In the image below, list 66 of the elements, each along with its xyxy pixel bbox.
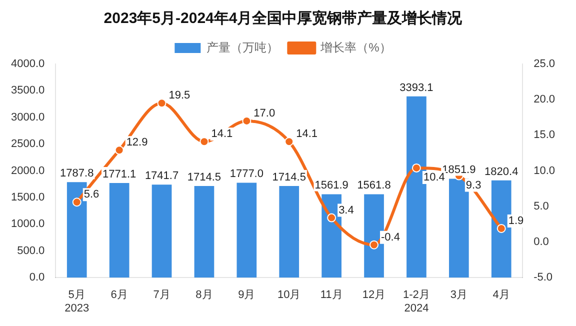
- data-label: 1714.5: [272, 172, 306, 184]
- x-tick-label: 1-2月 2024: [403, 289, 430, 314]
- bar: [279, 186, 300, 278]
- data-label: 14.1: [211, 128, 233, 140]
- data-label: -0.4: [381, 231, 400, 244]
- data-label: 12.9: [126, 136, 148, 149]
- bar: [194, 186, 214, 278]
- y-tick-label: 0.0: [29, 272, 45, 284]
- y2-tick-label: 10.0: [534, 164, 556, 177]
- data-label: 1561.9: [314, 180, 348, 192]
- x-tick-label: 9月: [238, 289, 256, 302]
- y-tick-label: 500.0: [17, 244, 45, 257]
- point: [157, 98, 166, 108]
- x-tick-label: 3月: [450, 289, 468, 302]
- data-label: 5.6: [84, 188, 100, 201]
- y2-tick-label: 25.0: [534, 58, 556, 70]
- point: [370, 240, 379, 250]
- data-label: 1741.7: [144, 170, 179, 182]
- bar: [152, 184, 172, 278]
- bar: [109, 183, 130, 278]
- x-tick-label: 10月: [277, 289, 301, 302]
- data-label: 17.0: [254, 107, 276, 120]
- data-label: 1777.0: [230, 168, 264, 180]
- y-tick-label: 2500.0: [10, 138, 45, 150]
- data-label: 14.1: [296, 128, 318, 140]
- y2-tick-label: 5.0: [534, 200, 549, 212]
- point: [200, 137, 209, 146]
- y-tick-label: 2000.0: [10, 164, 45, 177]
- point: [412, 163, 421, 172]
- data-label: 1714.5: [187, 172, 222, 184]
- y-tick-label: 3000.0: [10, 111, 45, 124]
- data-label: 1.9: [508, 215, 524, 228]
- y2-tick-label: -5.0: [534, 272, 553, 284]
- y-tick-label: 4000.0: [10, 58, 45, 70]
- data-label: 10.4: [423, 171, 445, 184]
- data-label: 1787.8: [60, 168, 94, 180]
- x-tick-label: 11月: [320, 289, 343, 302]
- data-label: 1851.9: [442, 164, 476, 176]
- x-tick-label: 6月: [110, 289, 128, 302]
- data-label: 1820.4: [484, 166, 518, 178]
- data-label: 3.4: [338, 204, 354, 216]
- data-label: 1771.1: [102, 168, 136, 181]
- y2-tick-label: 15.0: [534, 129, 556, 142]
- y-tick-label: 3500.0: [10, 84, 45, 97]
- x-tick-label: 7月: [153, 289, 170, 302]
- point: [496, 224, 506, 233]
- y2-tick-label: 20.0: [534, 94, 556, 106]
- x-tick-label: 5月 2023: [64, 289, 90, 314]
- point: [114, 146, 124, 155]
- point: [284, 137, 294, 146]
- y-tick-label: 1500.0: [10, 192, 45, 204]
- point: [327, 213, 336, 222]
- bar: [236, 182, 257, 278]
- x-tick-label: 4月: [492, 289, 510, 302]
- legend-label: 增长率（%）: [320, 40, 392, 54]
- y2-tick-label: 0.0: [534, 236, 549, 248]
- data-label: 19.5: [168, 90, 190, 102]
- chart-title: 2023年5月-2024年4月全国中厚宽钢带产量及增长情况: [104, 9, 464, 28]
- x-tick-label: 12月: [362, 289, 386, 302]
- data-label: 9.3: [466, 179, 482, 192]
- data-label: 1561.8: [357, 180, 391, 192]
- x-tick-label: 8月: [196, 289, 213, 302]
- y-tick-label: 1000.0: [10, 218, 45, 230]
- legend-label: 产量（万吨）: [206, 40, 279, 54]
- data-label: 3393.1: [400, 82, 434, 94]
- point: [72, 198, 82, 207]
